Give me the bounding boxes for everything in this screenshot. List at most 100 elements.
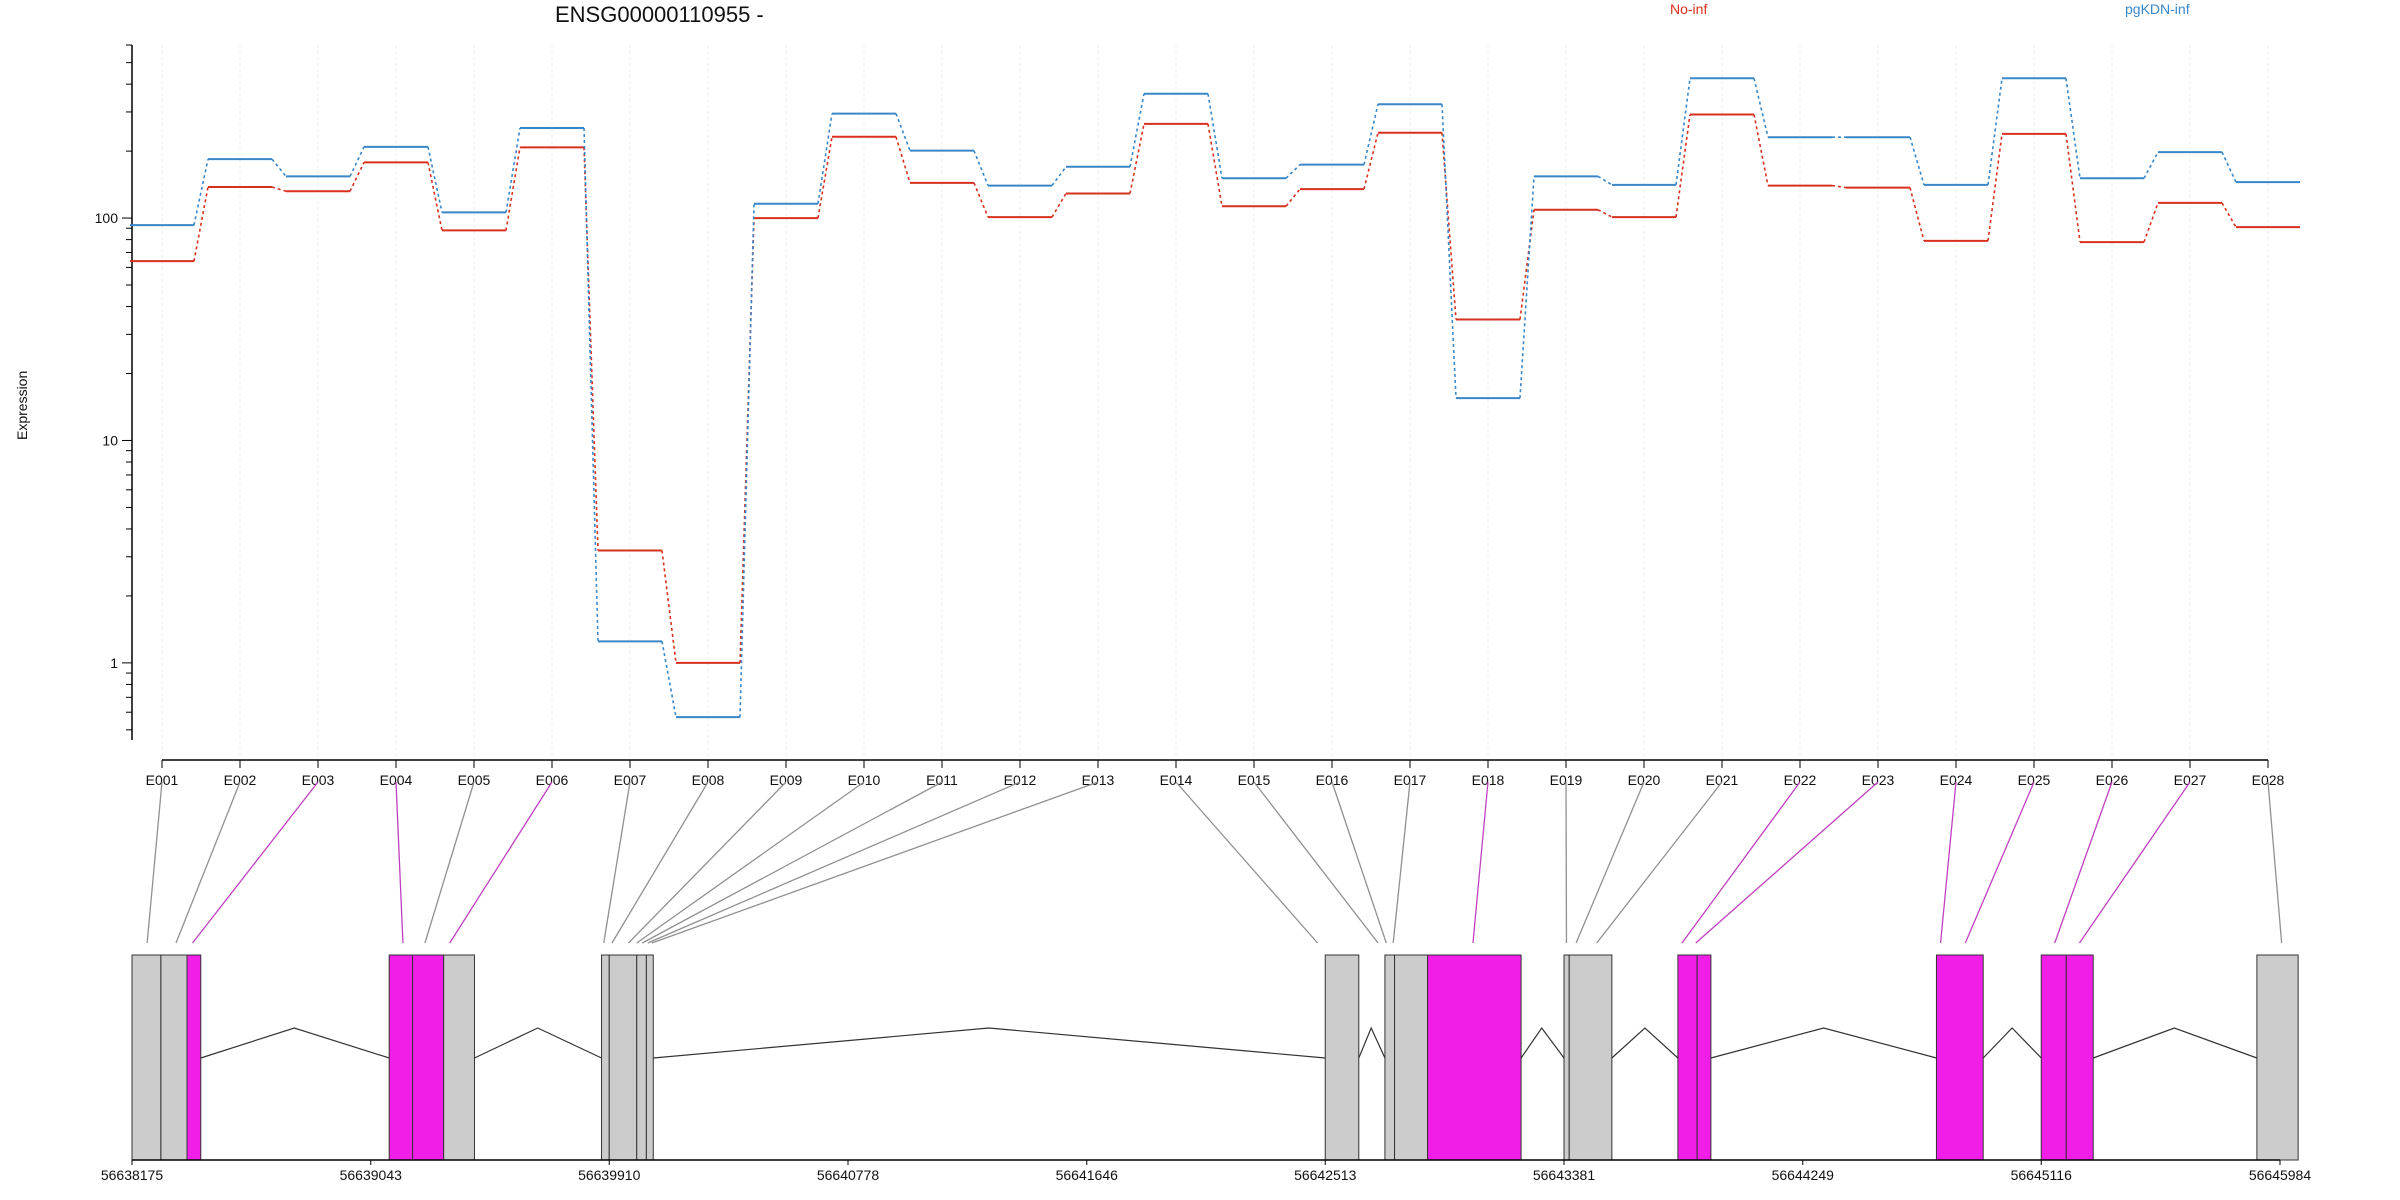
exon-block xyxy=(1935,954,1984,1161)
y-tick-label: 10 xyxy=(102,432,118,448)
bin-connector xyxy=(1331,781,1387,944)
x-tick-label: E001 xyxy=(146,772,179,788)
series-connector xyxy=(193,186,209,262)
x-tick-label: E024 xyxy=(1940,772,1973,788)
intron-line xyxy=(474,1027,602,1059)
series-pgkdn-inf xyxy=(130,77,2300,719)
x-tick-label: E007 xyxy=(614,772,647,788)
bin-connector xyxy=(2267,781,2283,944)
coord-tick-label: 56639910 xyxy=(578,1167,641,1183)
series-connector xyxy=(1519,176,1535,399)
x-tick-label: E004 xyxy=(380,772,413,788)
series-connector xyxy=(2143,151,2159,179)
intron-line xyxy=(2093,1027,2258,1059)
coord-tick-label: 56638175 xyxy=(101,1167,164,1183)
coord-tick-label: 56642513 xyxy=(1294,1167,1357,1183)
series-connector xyxy=(973,150,989,186)
y-axis: 1 10 100 xyxy=(95,44,133,740)
bin-connector xyxy=(1575,781,1645,944)
x-tick-label: E005 xyxy=(458,772,491,788)
series-connector xyxy=(2065,78,2081,179)
bin-connector xyxy=(603,781,631,944)
series-connector xyxy=(739,203,755,718)
series-connector xyxy=(1441,132,1457,320)
series-connector xyxy=(583,128,599,642)
bin-connector xyxy=(1392,781,1411,944)
x-tick-label: E009 xyxy=(770,772,803,788)
series-connector xyxy=(1441,104,1457,399)
x-tick-label: E012 xyxy=(1004,772,1037,788)
x-tick-label: E020 xyxy=(1628,772,1661,788)
x-tick-label: E003 xyxy=(302,772,335,788)
x-tick-label: E015 xyxy=(1238,772,1271,788)
series-connector xyxy=(349,146,365,177)
x-axis: E001 E002 E003 E004 E005 E006 E007 E008 E009 E010… xyxy=(146,759,2285,788)
series-connector xyxy=(193,159,209,226)
exon-block xyxy=(2256,954,2299,1161)
series-connector xyxy=(2143,202,2159,243)
x-tick-label: E014 xyxy=(1160,772,1193,788)
coord-tick-label: 56641646 xyxy=(1056,1167,1119,1183)
exon-block xyxy=(1696,954,1712,1161)
series-connector xyxy=(427,146,443,213)
x-tick-label: E023 xyxy=(1862,772,1895,788)
series-connector xyxy=(1285,188,1301,207)
series-connector xyxy=(895,113,911,151)
exon-block xyxy=(443,954,475,1161)
series-connector xyxy=(1675,114,1691,218)
exon-block xyxy=(645,954,654,1161)
coord-tick-label: 56645116 xyxy=(2011,1167,2072,1183)
series-connector xyxy=(1909,136,1925,186)
series-connector xyxy=(1987,78,2003,185)
series-connector xyxy=(1051,166,1067,187)
bin-connector xyxy=(192,781,319,944)
exon-block xyxy=(2040,954,2067,1161)
series-connector xyxy=(817,136,833,219)
bin-connector xyxy=(1253,781,1379,944)
bin-connector xyxy=(1175,781,1319,944)
series-connector xyxy=(505,127,521,213)
series-connector xyxy=(1597,209,1613,218)
series-connector xyxy=(1753,78,1769,138)
legend-no-inf: No-inf xyxy=(1670,1,1708,17)
series-connector xyxy=(1363,104,1379,165)
bin-connector xyxy=(1695,781,1879,944)
series-connector xyxy=(1753,114,1769,186)
bin-connector xyxy=(1681,781,1801,944)
x-tick-label: E017 xyxy=(1394,772,1427,788)
series-connector xyxy=(271,186,287,193)
coord-tick-label: 56643381 xyxy=(1533,1167,1596,1183)
exon-block xyxy=(1384,954,1396,1161)
coord-tick-label: 56640778 xyxy=(817,1167,880,1183)
x-tick-label: E027 xyxy=(2174,772,2207,788)
x-tick-label: E022 xyxy=(1784,772,1817,788)
bin-connector xyxy=(449,781,553,944)
intron-line xyxy=(200,1027,390,1059)
x-tick-label: E028 xyxy=(2252,772,2285,788)
series-connector xyxy=(2065,133,2081,243)
series-connector xyxy=(1519,209,1535,320)
exon-block xyxy=(636,954,647,1161)
intron-line xyxy=(1611,1027,1679,1059)
bin-connector xyxy=(424,781,475,944)
x-tick-label: E011 xyxy=(926,772,958,788)
intron-line xyxy=(1982,1027,2042,1059)
series-connector xyxy=(817,113,833,204)
series-connector xyxy=(505,147,521,231)
bin-connector xyxy=(1596,781,1723,944)
exon-block xyxy=(1427,954,1522,1161)
series-connector xyxy=(2221,151,2237,183)
x-tick-label: E016 xyxy=(1316,772,1349,788)
series-connector xyxy=(1987,133,2003,241)
exon-block xyxy=(1563,954,1570,1161)
x-tick-label: E018 xyxy=(1472,772,1505,788)
exon-block xyxy=(388,954,414,1161)
intron-line xyxy=(653,1027,1326,1059)
gene-model xyxy=(131,954,2299,1161)
series-connector xyxy=(271,158,287,177)
bin-connector xyxy=(1939,781,1957,944)
intron-line xyxy=(1710,1027,1937,1059)
x-tick-label: E006 xyxy=(536,772,569,788)
chart-title: ENSG00000110955 - xyxy=(555,2,764,27)
